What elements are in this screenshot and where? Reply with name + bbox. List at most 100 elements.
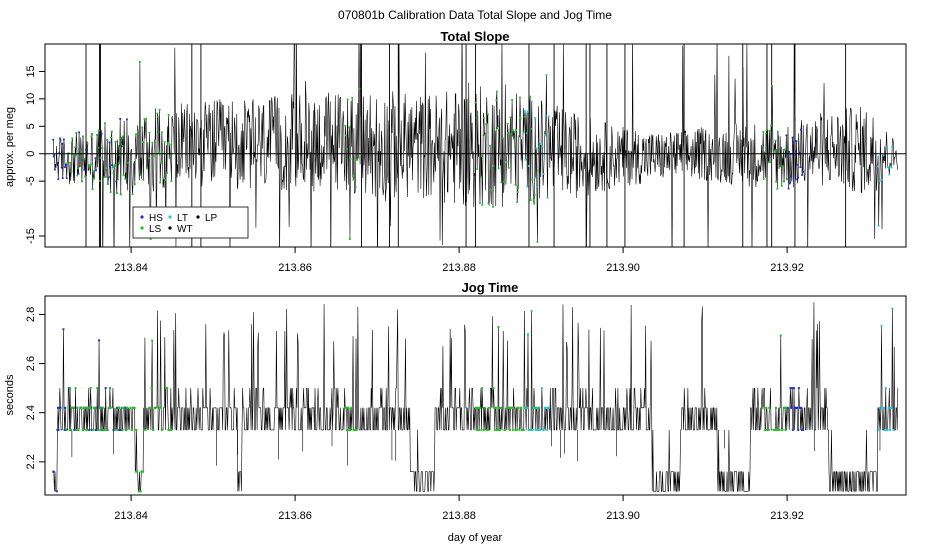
jog-point-lt <box>548 406 551 409</box>
jog-point-ls <box>768 406 771 409</box>
jog-point-ls <box>476 428 479 431</box>
series-points-ls <box>66 60 788 243</box>
point-ls <box>112 172 115 174</box>
jog-point-ls <box>492 387 495 390</box>
jog-point-hs <box>90 428 93 431</box>
point-ls <box>141 141 144 144</box>
jog-point-ls <box>84 406 87 409</box>
point-ls <box>120 136 123 139</box>
point-lt <box>527 165 530 167</box>
jog-point-hs <box>790 406 793 409</box>
jog-point-lt <box>890 406 893 409</box>
point-ls <box>782 148 785 151</box>
panel-total-slope: Total Slope 213.84 213.86 213.88 213.90 213.… <box>4 29 907 274</box>
point-ls <box>497 167 500 170</box>
jog-point-hs <box>800 406 803 409</box>
point-ls <box>157 130 160 133</box>
jog-point-lt <box>545 406 548 409</box>
jog-point-ls <box>87 406 90 409</box>
jog-point-lt <box>546 406 549 409</box>
point-ls <box>93 177 96 179</box>
jog-point-hs <box>793 387 796 390</box>
legend: HS LS LT WT LP <box>132 206 249 239</box>
point-ls <box>169 155 172 158</box>
jog-point-ls <box>783 406 786 409</box>
point-ls <box>122 174 125 177</box>
jog-point-lt <box>882 406 885 409</box>
point-ls <box>537 169 539 172</box>
jog-point-ls <box>114 428 117 431</box>
jog-point-ls <box>511 428 514 431</box>
point-ls <box>77 167 79 170</box>
point-ls <box>775 180 778 183</box>
point-hs <box>789 181 792 184</box>
point-ls <box>146 167 149 170</box>
point-ls <box>139 174 142 177</box>
point-ls <box>779 165 782 168</box>
point-ls <box>83 157 86 160</box>
jog-point-ls <box>784 428 787 431</box>
jog-point-ls <box>500 406 503 409</box>
point-hs <box>785 134 788 137</box>
jog-point-ls <box>151 339 154 342</box>
jog-point-ls <box>101 406 104 409</box>
x-tick-label-1-4: 213.92 <box>770 510 804 522</box>
point-ls <box>349 238 351 240</box>
point-ls <box>536 240 539 243</box>
point-ls <box>514 184 517 186</box>
jog-point-ls <box>85 428 88 431</box>
point-hs <box>794 178 797 181</box>
point-ls <box>148 157 150 159</box>
point-lt <box>891 145 894 148</box>
point-lt <box>890 166 893 169</box>
jog-point-ls <box>160 428 163 431</box>
point-ls <box>153 155 155 157</box>
point-ls <box>511 99 513 101</box>
jog-point-hs <box>791 428 794 431</box>
point-hs <box>77 172 80 175</box>
jog-point-ls <box>69 387 72 390</box>
point-ls <box>487 202 490 205</box>
jog-point-ls <box>508 428 511 431</box>
point-ls <box>349 158 352 160</box>
point-ls <box>71 137 74 140</box>
point-ls <box>514 145 516 148</box>
point-ls <box>352 178 355 181</box>
jog-point-ls <box>354 428 357 431</box>
jog-point-ls <box>355 428 358 431</box>
jog-point-hs <box>56 428 59 431</box>
point-ls <box>762 178 765 180</box>
point-lt <box>530 100 533 103</box>
point-hs <box>63 138 65 141</box>
point-hs <box>793 118 796 121</box>
jog-point-ls <box>518 428 521 431</box>
jog-point-lt <box>539 428 542 431</box>
jog-point-hs <box>55 490 58 493</box>
point-ls <box>782 165 784 168</box>
jog-point-hs <box>63 428 66 431</box>
jog-point-hs <box>124 406 127 409</box>
point-ls <box>163 141 166 144</box>
jog-point-lt <box>523 406 526 409</box>
jog-point-lt <box>536 406 539 409</box>
jog-point-lt <box>531 428 534 431</box>
point-ls <box>131 193 134 196</box>
point-hs <box>800 128 802 131</box>
jog-point-lt <box>537 428 540 431</box>
panel-title-total-slope: Total Slope <box>440 29 509 44</box>
jog-point-ls <box>475 406 478 409</box>
point-ls <box>358 87 361 90</box>
jog-point-lt <box>878 406 881 409</box>
point-ls <box>160 161 163 164</box>
point-hs <box>53 154 56 156</box>
point-ls <box>86 142 89 145</box>
point-hs <box>84 148 87 151</box>
jog-point-hs <box>798 406 801 409</box>
point-hs <box>119 117 122 120</box>
jog-point-ls <box>116 428 119 431</box>
jog-point-ls <box>109 406 112 409</box>
point-hs <box>61 142 64 145</box>
jog-point-ls <box>774 406 777 409</box>
point-hs <box>795 140 798 143</box>
